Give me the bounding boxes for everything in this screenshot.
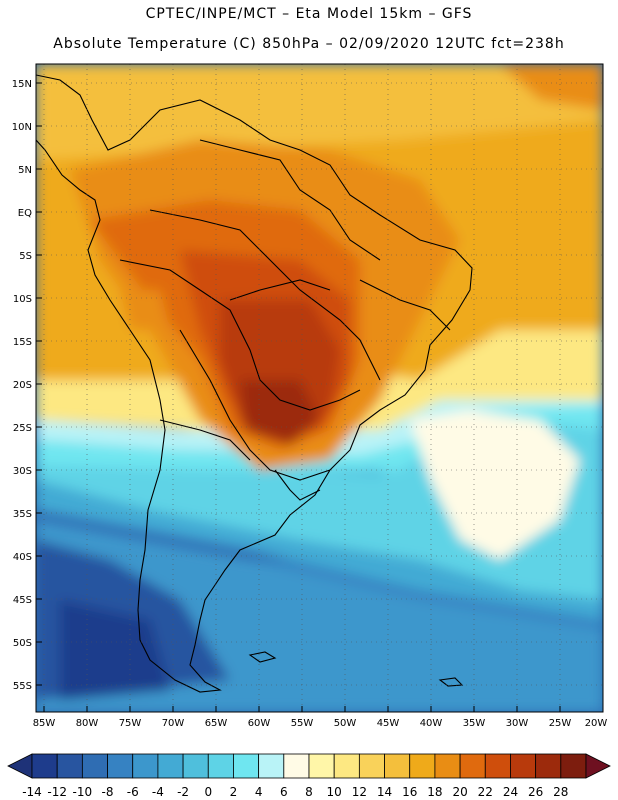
colorbar-cell <box>157 753 184 779</box>
colorbar-label: -12 <box>47 785 67 799</box>
lon-label: 70W <box>162 718 185 729</box>
lon-label: 65W <box>205 718 228 729</box>
lat-label: 25S <box>13 423 32 434</box>
colorbar-label: 6 <box>280 785 288 799</box>
colorbar-cell <box>233 753 260 779</box>
colorbar-label: -10 <box>73 785 93 799</box>
colorbar-label: 16 <box>402 785 417 799</box>
colorbar-label: 26 <box>528 785 543 799</box>
colorbar-cell <box>308 753 335 779</box>
colorbar-cell <box>258 753 285 779</box>
colorbar-label: 18 <box>427 785 442 799</box>
lon-label: 60W <box>248 718 271 729</box>
colorbar-cell <box>31 753 58 779</box>
colorbar-label: 10 <box>327 785 342 799</box>
lat-label: 50S <box>13 638 32 649</box>
colorbar-cell <box>333 753 360 779</box>
colorbar-cell <box>283 753 310 779</box>
colorbar-cell <box>459 753 486 779</box>
lat-label: 10N <box>12 122 32 133</box>
lon-label: 80W <box>76 718 99 729</box>
lon-label: 40W <box>420 718 443 729</box>
colorbar-label: 20 <box>452 785 467 799</box>
colorbar-label: -6 <box>127 785 139 799</box>
colorbar-cell <box>409 753 436 779</box>
lon-label: 85W <box>33 718 56 729</box>
colorbar-min-arrow <box>7 753 33 779</box>
colorbar: -14 -12 -10 -8 -6 -4 -2 0 2 4 6 8 10 12 14 16 18 20 22 24 26… <box>7 753 611 799</box>
colorbar-cell <box>358 753 385 779</box>
coastline <box>36 74 473 693</box>
colorbar-label: 12 <box>352 785 367 799</box>
colorbar-cell <box>107 753 134 779</box>
colorbar-cell <box>384 753 411 779</box>
colorbar-label: -4 <box>152 785 164 799</box>
lon-label: 75W <box>119 718 142 729</box>
colorbar-cell <box>81 753 108 779</box>
colorbar-cell <box>434 753 461 779</box>
colorbar-cell <box>56 753 83 779</box>
map-frame <box>35 63 604 713</box>
colorbar-label: -8 <box>102 785 114 799</box>
lat-lon-grid <box>36 64 603 712</box>
lon-label: 55W <box>291 718 314 729</box>
lat-label: 30S <box>13 466 32 477</box>
map-title-line1: CPTEC/INPE/MCT – Eta Model 15km – GFS <box>145 6 473 22</box>
colorbar-cell <box>560 753 587 779</box>
colorbar-cell <box>535 753 562 779</box>
colorbar-label: 2 <box>230 785 238 799</box>
colorbar-label: -14 <box>22 785 42 799</box>
map-title-line2: Absolute Temperature (C) 850hPa – 02/09/… <box>53 36 565 52</box>
colorbar-cell <box>510 753 537 779</box>
colorbar-label: -2 <box>177 785 189 799</box>
temperature-field <box>36 64 603 712</box>
lat-axis: 15N 10N 5N EQ 5S 10S 15S 20S 25S 30S 35S… <box>12 79 32 692</box>
lat-label: 45S <box>13 595 32 606</box>
lat-label: EQ <box>18 208 32 219</box>
lat-label: 35S <box>13 509 32 520</box>
lat-label: 55S <box>13 681 32 692</box>
colorbar-max-arrow <box>585 753 611 779</box>
colorbar-cell <box>132 753 159 779</box>
frame-ticks <box>36 82 561 712</box>
lon-axis: 85W 80W 75W 70W 65W 60W 55W 50W 45W 40W … <box>33 718 608 729</box>
colorbar-label: 22 <box>478 785 493 799</box>
lon-label: 30W <box>506 718 529 729</box>
colorbar-cell <box>207 753 234 779</box>
lon-label: 20W <box>585 718 608 729</box>
lat-label: 5N <box>18 165 32 176</box>
colorbar-cell <box>484 753 511 779</box>
colorbar-label: 0 <box>204 785 212 799</box>
colorbar-label: 24 <box>503 785 518 799</box>
colorbar-cell <box>182 753 209 779</box>
colorbar-label: 4 <box>255 785 263 799</box>
lon-label: 45W <box>377 718 400 729</box>
lat-label: 20S <box>13 380 32 391</box>
lat-label: 40S <box>13 552 32 563</box>
lon-label: 35W <box>463 718 486 729</box>
lat-label: 5S <box>19 251 32 262</box>
lon-label: 25W <box>549 718 572 729</box>
colorbar-label: 14 <box>377 785 392 799</box>
colorbar-label: 28 <box>553 785 568 799</box>
colorbar-label: 8 <box>305 785 313 799</box>
lat-label: 15N <box>12 79 32 90</box>
lat-label: 15S <box>13 337 32 348</box>
lon-label: 50W <box>334 718 357 729</box>
lat-label: 10S <box>13 294 32 305</box>
